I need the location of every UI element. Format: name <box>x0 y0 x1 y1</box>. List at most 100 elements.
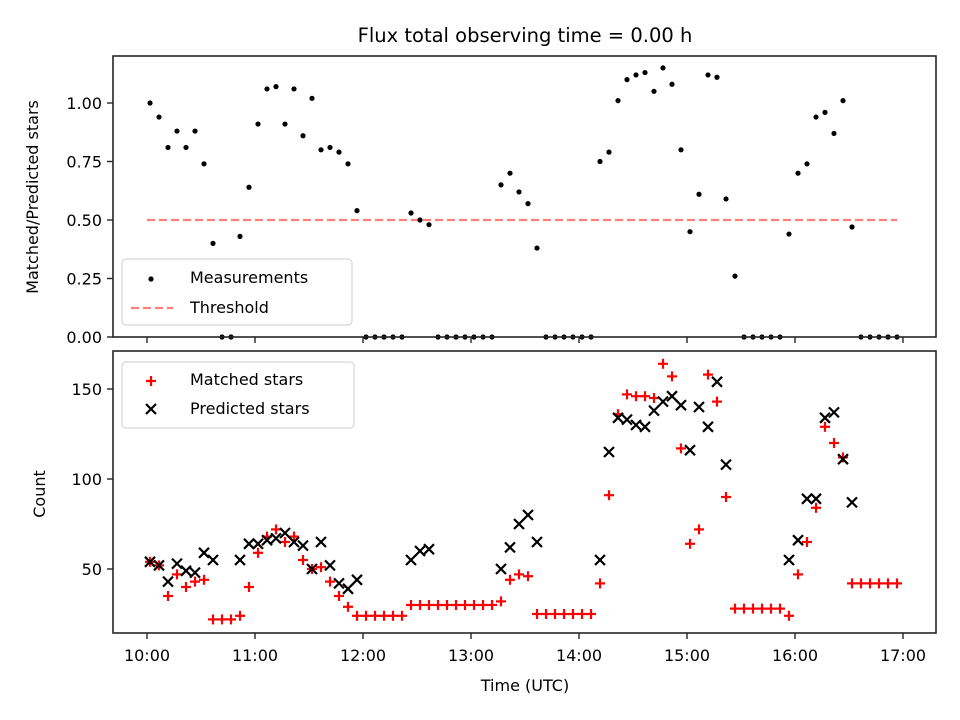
measurements-point <box>516 189 522 195</box>
x-marker-b <box>594 554 606 566</box>
x-marker-b <box>306 563 318 575</box>
measurements-point <box>192 128 198 134</box>
x-marker-b <box>810 493 822 505</box>
measurements-point <box>813 114 819 120</box>
measurements-point <box>156 114 162 120</box>
matched-stars-point <box>163 591 173 601</box>
predicted-stars-point <box>837 453 849 465</box>
measurements-point <box>822 109 828 115</box>
matched-stars-point <box>577 609 587 619</box>
matched-stars-point <box>505 574 515 585</box>
matched-stars-point <box>721 492 731 502</box>
measurements-point <box>849 224 855 230</box>
x-marker-b <box>666 390 678 402</box>
y-tick-label: 100 <box>71 470 102 489</box>
x-marker-b <box>423 543 435 555</box>
ratio-x-ticks <box>146 337 904 343</box>
measurements-point <box>291 86 297 92</box>
legend-label-threshold: Threshold <box>189 298 269 317</box>
x-marker-b <box>405 554 417 566</box>
measurements-point <box>426 222 432 228</box>
x-marker-b <box>684 444 696 456</box>
x-marker-b <box>711 376 723 388</box>
matched-stars-point <box>748 603 758 614</box>
matched-stars-point <box>523 571 533 582</box>
measurements-legend-marker-icon <box>148 276 154 282</box>
matched-legend-marker-icon <box>146 376 156 386</box>
measurements-point <box>282 121 288 127</box>
matched-stars-point <box>532 609 542 619</box>
x-marker-b <box>702 421 714 433</box>
predicted-legend-marker-icon <box>145 403 157 415</box>
matched-stars-point <box>244 582 254 592</box>
x-marker-b <box>324 559 336 572</box>
measurements-point <box>669 81 675 87</box>
x-marker-b <box>621 413 633 426</box>
x-marker-b <box>261 534 273 546</box>
predicted-stars-point <box>621 413 633 426</box>
matched-stars-point <box>460 600 470 610</box>
matched-stars-point <box>199 574 209 585</box>
measurements-point <box>273 84 279 90</box>
predicted-stars-point <box>657 395 669 408</box>
predicted-stars-point <box>504 541 516 554</box>
predicted-stars-point <box>648 404 660 417</box>
matched-stars-point <box>406 600 416 610</box>
measurements-point <box>165 144 171 151</box>
measurements-point <box>687 229 693 235</box>
x-tick-label: 14:00 <box>556 646 602 665</box>
predicted-stars-point <box>279 527 291 539</box>
x-tick-label: 12:00 <box>340 646 386 665</box>
predicted-stars-point <box>324 559 336 572</box>
matched-stars-point <box>703 369 713 380</box>
predicted-stars-point <box>792 534 804 546</box>
matched-stars-point <box>622 389 632 400</box>
ratio-y-axis-label: Matched/Predicted stars <box>23 100 42 294</box>
matched-stars-point <box>658 358 668 369</box>
matched-stars-point <box>793 569 803 580</box>
matched-stars-point <box>775 603 785 614</box>
x-marker-b <box>531 536 543 548</box>
matched-stars-point <box>235 610 245 621</box>
predicted-stars-point <box>675 399 687 411</box>
x-marker-b <box>846 496 858 509</box>
matched-stars-point <box>541 609 551 619</box>
measurements-point <box>633 72 639 78</box>
predicted-stars-point <box>144 556 156 568</box>
predicted-stars-point <box>693 401 705 413</box>
matched-stars-point <box>442 600 452 610</box>
matched-stars-point <box>667 371 677 382</box>
predicted-stars-point <box>612 412 624 424</box>
y-tick-label: 1.00 <box>66 94 102 113</box>
matched-stars-point <box>325 576 335 587</box>
predicted-stars-point <box>180 565 192 577</box>
predicted-stars-point <box>783 554 795 566</box>
predicted-stars-point <box>639 421 651 433</box>
matched-stars-point <box>847 578 857 589</box>
predicted-stars-point <box>603 446 615 458</box>
counts-legend: Matched stars Predicted stars <box>121 361 355 429</box>
matched-stars-point <box>208 614 218 625</box>
matched-stars-point <box>604 490 614 501</box>
x-marker-b <box>342 583 354 595</box>
predicted-stars-point <box>594 554 606 566</box>
measurements-point <box>678 147 684 153</box>
x-axis-label: Time (UTC) <box>480 676 569 695</box>
matched-stars-point <box>856 578 866 589</box>
matched-stars-point <box>172 569 182 580</box>
y-tick-label: 0.25 <box>66 270 102 289</box>
counts-y-axis-label: Count <box>30 470 49 518</box>
measurements-point <box>606 149 612 155</box>
measurements-point <box>183 144 189 151</box>
ratio-points-layer <box>147 65 900 340</box>
y-tick-label: 50 <box>82 560 102 579</box>
x-marker-b <box>828 406 840 419</box>
x-marker-b <box>270 532 282 545</box>
x-marker-b <box>657 395 669 408</box>
measurements-point <box>534 245 540 251</box>
matched-stars-point <box>190 576 200 587</box>
matched-stars-point <box>892 578 902 589</box>
predicted-stars-point <box>711 376 723 388</box>
measurements-point <box>246 184 252 190</box>
predicted-stars-point <box>531 536 543 548</box>
